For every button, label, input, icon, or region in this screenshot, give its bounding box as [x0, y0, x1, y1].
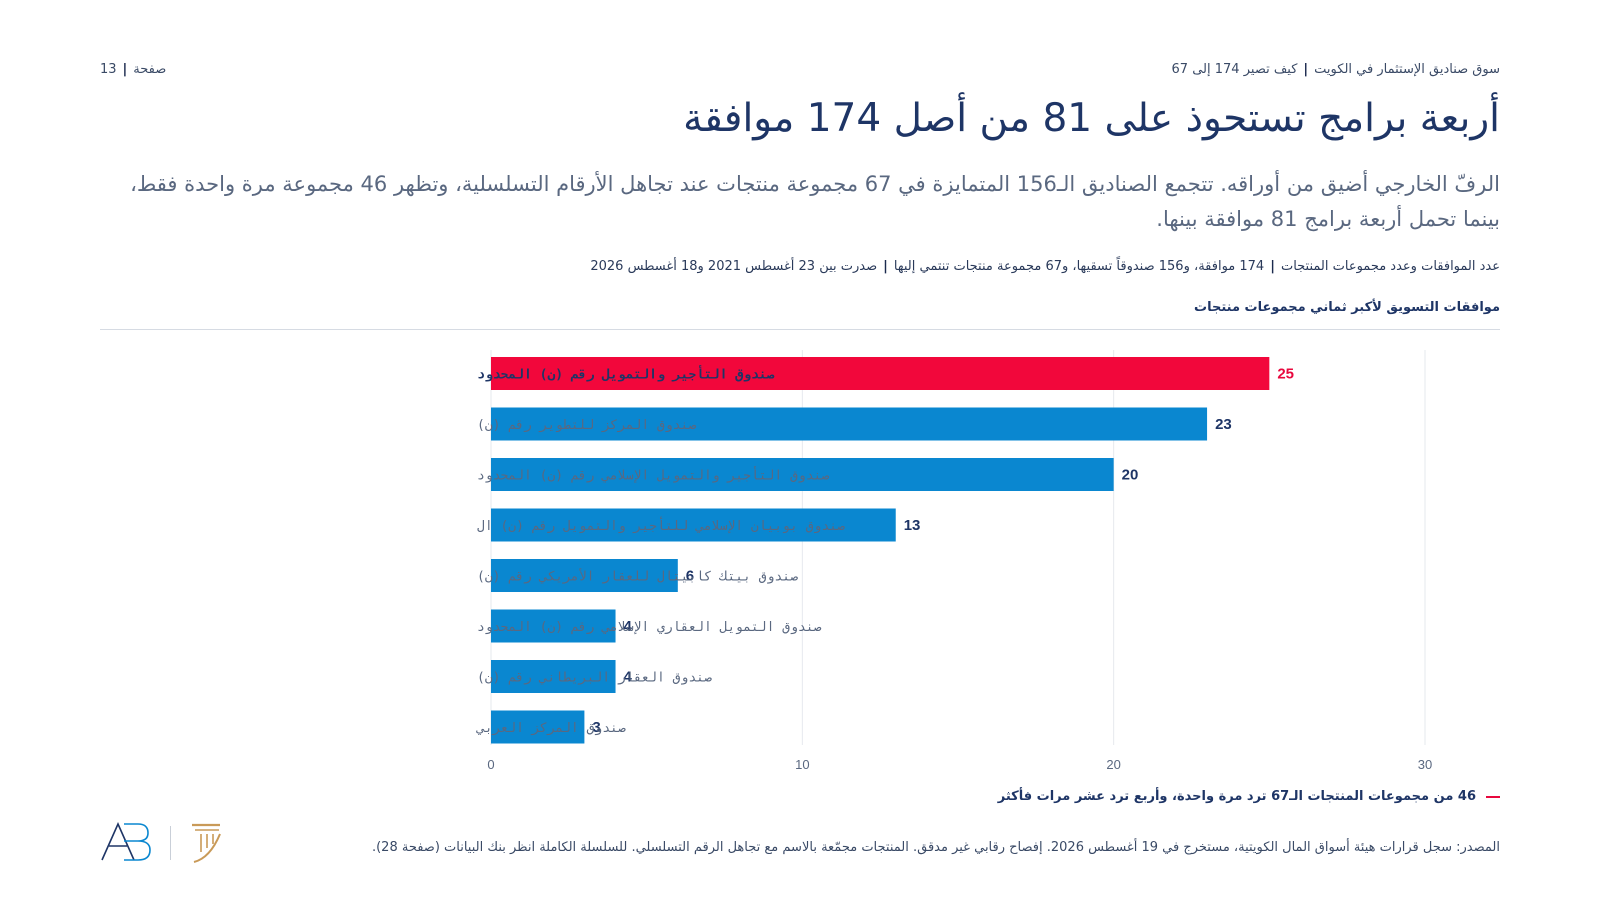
page-number: 13 — [100, 62, 117, 77]
page-label: صفحة — [133, 62, 167, 77]
category-label: صندوق التمويل العقاري الإسلامي رقم (ن) ا… — [477, 620, 822, 635]
category-label: صندوق بوبيان الإسلامي للتأجير والتمويل ر… — [477, 516, 845, 534]
x-tick-label: 10 — [795, 757, 809, 772]
bar — [491, 458, 1114, 491]
category-label: صندوق بيتك كابيتال للعقار الأمريكي رقم (… — [477, 568, 798, 585]
category-label: صندوق المركز العربي — [476, 721, 626, 736]
bar-chart: 0 10 20 30 25 صندوق التأجير والتمويل رقم (ن) … — [476, 350, 1432, 772]
chart-note: 46 من مجموعات المنتجات الـ67 ترد مرة واح… — [998, 789, 1500, 804]
bar — [491, 660, 616, 693]
page-indicator: صفحة|13 — [100, 62, 167, 77]
logo-divider — [170, 826, 171, 860]
meta-part-1: عدد الموافقات وعدد مجموعات المنتجات — [1280, 259, 1500, 274]
bar — [491, 357, 1270, 390]
source-note: المصدر: سجل قرارات هيئة أسواق المال الكو… — [371, 840, 1500, 855]
meta-part-2: 174 موافقة، و156 صندوقاً تسقيها، و67 مجم… — [893, 259, 1265, 274]
note-marker — [1486, 795, 1500, 798]
bar-value-label: 6 — [686, 568, 694, 585]
bar-value-label: 4 — [624, 669, 633, 686]
x-tick-label: 20 — [1106, 757, 1120, 772]
bar — [491, 407, 1208, 441]
page-subtitle: الرفّ الخارجي أضيق من أوراقه. تتجمع الصن… — [130, 172, 1500, 231]
page-title: أربعة برامج تستحوذ على 81 من أصل 174 موا… — [683, 96, 1500, 141]
chart-heading: موافقات التسويق لأكبر ثماني مجموعات منتج… — [1194, 300, 1500, 315]
bar-value-label: 13 — [904, 517, 921, 534]
column-logo-icon — [192, 823, 221, 863]
report-title: سوق صناديق الإستثمار في الكويت — [1314, 62, 1500, 77]
category-label: صندوق العقار البريطاني رقم (ن) — [477, 671, 712, 686]
bar — [491, 559, 678, 592]
section-title: كيف تصير 174 إلى 67 — [1171, 62, 1298, 77]
bar — [491, 710, 585, 744]
bar-value-label: 25 — [1277, 366, 1294, 383]
bar — [491, 508, 896, 542]
bar-value-label: 23 — [1215, 416, 1232, 433]
category-label: صندوق التأجير والتمويل رقم (ن) المحدود — [477, 365, 775, 383]
ab-logo-icon — [101, 822, 151, 861]
bar-value-label: 4 — [624, 618, 633, 635]
x-tick-label: 30 — [1418, 757, 1432, 772]
breadcrumb: سوق صناديق الإستثمار في الكويت|كيف تصير … — [1171, 62, 1500, 77]
meta-line: عدد الموافقات وعدد مجموعات المنتجات|174 … — [590, 259, 1500, 274]
meta-part-3: صدرت بين 23 أغسطس 2021 و18 أغسطس 2026 — [590, 259, 878, 274]
divider — [100, 329, 1500, 330]
bar-value-label: 3 — [592, 719, 600, 736]
bar-value-label: 20 — [1122, 467, 1139, 484]
note-text: 46 من مجموعات المنتجات الـ67 ترد مرة واح… — [997, 789, 1476, 804]
x-tick-label: 0 — [487, 757, 494, 772]
category-label: صندوق التأجير والتمويل الإسلامي رقم (ن) … — [477, 466, 829, 484]
bar — [491, 609, 616, 643]
category-label: صندوق المركز للتطوير رقم (ن) — [477, 418, 696, 433]
